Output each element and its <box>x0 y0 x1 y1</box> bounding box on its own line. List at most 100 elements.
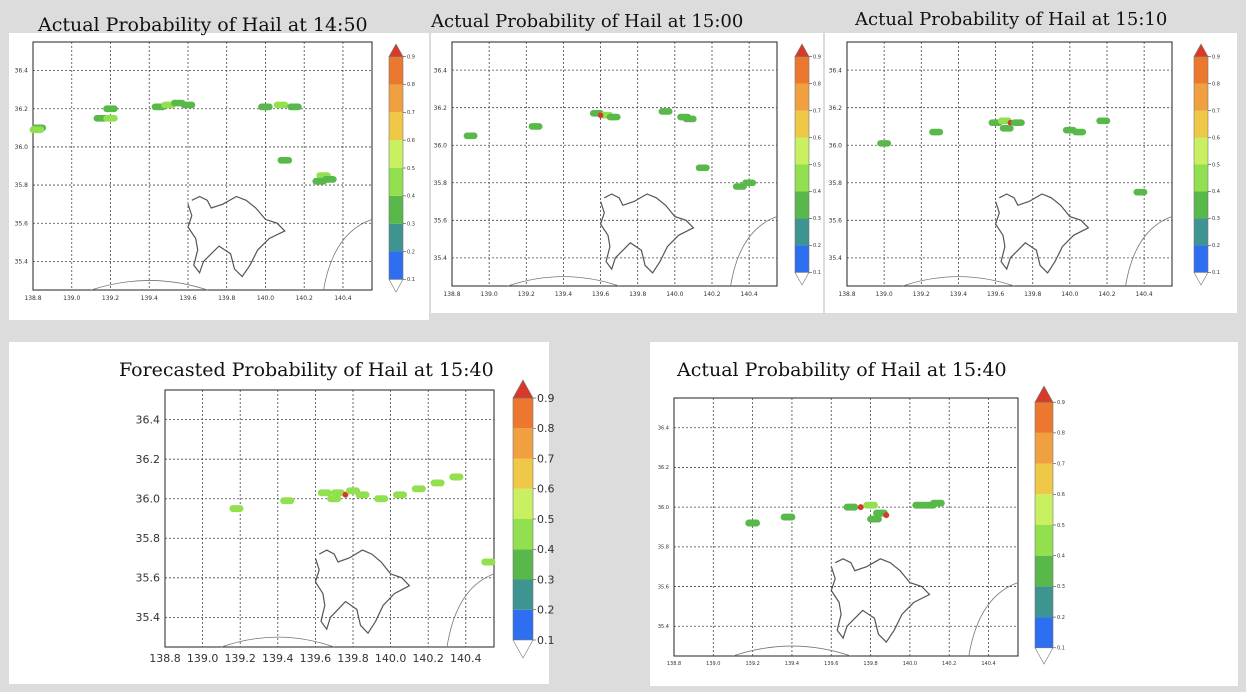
x-tick-label: 139.2 <box>913 291 930 298</box>
colorbar-segment <box>1194 218 1208 246</box>
probability-cell <box>883 512 890 519</box>
probability-cell <box>430 479 445 487</box>
colorbar-segment <box>1035 432 1053 464</box>
colorbar-tick-label: 0.4 <box>407 194 415 200</box>
colorbar-tick-label: 0.2 <box>813 243 821 249</box>
probability-cell <box>606 113 621 121</box>
x-tick-label: 139.4 <box>141 295 158 302</box>
colorbar-segment <box>795 56 809 84</box>
probability-cell <box>481 558 496 566</box>
colorbar-tick-label: 0.8 <box>407 82 415 88</box>
colorbar-segment <box>795 83 809 111</box>
colorbar-tick-label: 0.7 <box>1057 461 1065 467</box>
colorbar-tick-label: 0.1 <box>537 634 555 647</box>
colorbar-segment <box>389 56 403 85</box>
probability-cell <box>449 473 464 481</box>
x-tick-label: 140.2 <box>296 295 313 302</box>
y-tick-label: 35.6 <box>658 584 669 590</box>
x-tick-label: 139.6 <box>987 291 1004 298</box>
chart-title-1450: Actual Probability of Hail at 14:50 <box>38 14 368 36</box>
colorbar-segment <box>795 164 809 192</box>
x-tick-label: 139.2 <box>518 291 535 298</box>
probability-cell <box>463 132 478 140</box>
x-tick-label: 139.0 <box>706 661 720 667</box>
probability-cell <box>180 101 196 109</box>
probability-cell <box>695 164 710 172</box>
colorbar-tick-label: 0.4 <box>813 189 821 195</box>
probability-cell <box>330 489 346 497</box>
colorbar-tick-label: 0.8 <box>813 81 821 87</box>
colorbar-segment <box>795 137 809 165</box>
x-tick-label: 139.2 <box>102 295 119 302</box>
y-tick-label: 36.4 <box>15 68 29 75</box>
probability-cell <box>374 495 389 503</box>
x-tick-label: 140.4 <box>334 295 351 302</box>
plot-frame <box>846 41 1173 287</box>
x-tick-label: 139.4 <box>555 291 572 298</box>
y-tick-label: 35.4 <box>136 611 161 624</box>
colorbar-tick-label: 0.7 <box>1212 108 1220 114</box>
colorbar-segment <box>389 195 403 224</box>
probability-cell <box>355 491 370 499</box>
x-tick-label: 138.8 <box>149 652 181 665</box>
colorbar-segment <box>1035 402 1053 433</box>
colorbar-segment <box>389 140 403 168</box>
colorbar-tick-label: 0.1 <box>813 270 821 276</box>
colorbar-segment <box>1194 164 1208 192</box>
probability-cell <box>29 126 45 134</box>
x-tick-label: 139.4 <box>262 652 294 665</box>
colorbar-segment <box>1035 463 1053 495</box>
y-tick-label: 35.6 <box>829 217 843 224</box>
coastline <box>830 558 931 644</box>
probability-cell <box>277 156 293 164</box>
colorbar-segment <box>1194 110 1208 138</box>
y-tick-label: 35.6 <box>434 217 448 224</box>
y-tick-label: 36.0 <box>658 505 669 511</box>
colorbar-tick-label: 0.9 <box>537 392 555 405</box>
colorbar-segment <box>1194 191 1208 219</box>
x-tick-label: 139.2 <box>745 661 759 667</box>
colorbar-segment <box>389 251 403 280</box>
colorbar-segment <box>389 223 403 252</box>
y-tick-label: 36.2 <box>15 106 29 113</box>
colorbar-over-triangle <box>512 379 534 399</box>
colorbar-tick-label: 0.2 <box>537 604 555 617</box>
y-tick-label: 35.8 <box>658 545 669 551</box>
y-tick-label: 36.0 <box>829 142 843 149</box>
shoreline-south <box>507 276 620 287</box>
coastline <box>599 193 695 274</box>
x-tick-label: 139.8 <box>218 295 235 302</box>
y-tick-label: 35.8 <box>434 180 448 187</box>
x-tick-label: 139.6 <box>300 652 332 665</box>
shoreline-east <box>1125 216 1173 287</box>
colorbar-tick-label: 0.7 <box>813 108 821 114</box>
colorbar-segment <box>513 549 533 580</box>
colorbar-tick-label: 0.2 <box>1057 615 1065 621</box>
x-tick-label: 138.8 <box>838 291 855 298</box>
probability-cell <box>1133 188 1148 196</box>
probability-cell <box>658 108 673 115</box>
colorbar-segment <box>1035 494 1053 525</box>
coastline <box>314 549 411 635</box>
colorbar-segment <box>513 428 533 459</box>
probability-cell <box>857 504 864 511</box>
colorbar-tick-label: 0.9 <box>1212 54 1220 60</box>
y-tick-label: 35.8 <box>829 180 843 187</box>
colorbar-tick-label: 0.1 <box>1212 270 1220 276</box>
colorbar-tick-label: 0.1 <box>1057 646 1065 652</box>
y-tick-label: 35.4 <box>15 258 29 265</box>
colorbar-tick-label: 0.5 <box>813 162 821 168</box>
colorbar-tick-label: 0.3 <box>1212 216 1220 222</box>
colorbar-over-triangle <box>388 43 404 57</box>
x-tick-label: 140.2 <box>1098 291 1115 298</box>
y-tick-label: 36.0 <box>15 144 29 151</box>
y-tick-label: 36.2 <box>829 105 843 112</box>
colorbar-tick-label: 0.9 <box>1057 400 1065 406</box>
colorbar-segment <box>795 191 809 219</box>
probability-cell <box>1072 128 1087 136</box>
colorbar-segment <box>1035 525 1053 556</box>
probability-cell <box>411 485 426 493</box>
probability-cell <box>863 501 878 509</box>
shoreline-east <box>730 216 778 287</box>
